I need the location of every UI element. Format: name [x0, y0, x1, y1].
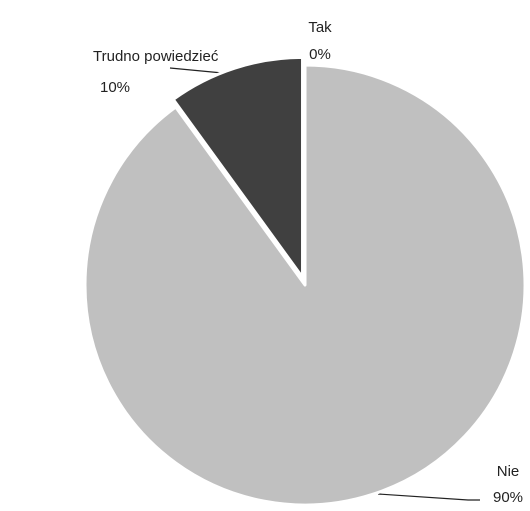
- slice-label: Trudno powiedzieć: [93, 48, 219, 65]
- pie-slice: [171, 55, 305, 279]
- slice-label: Nie: [497, 463, 520, 480]
- slice-value-label: 10%: [100, 79, 130, 96]
- pie-slice: [83, 63, 527, 507]
- slice-value-label: 0%: [309, 46, 331, 63]
- slice-label: Tak: [308, 19, 332, 36]
- slice-value-label: 90%: [493, 489, 523, 506]
- leader-line: [377, 493, 480, 501]
